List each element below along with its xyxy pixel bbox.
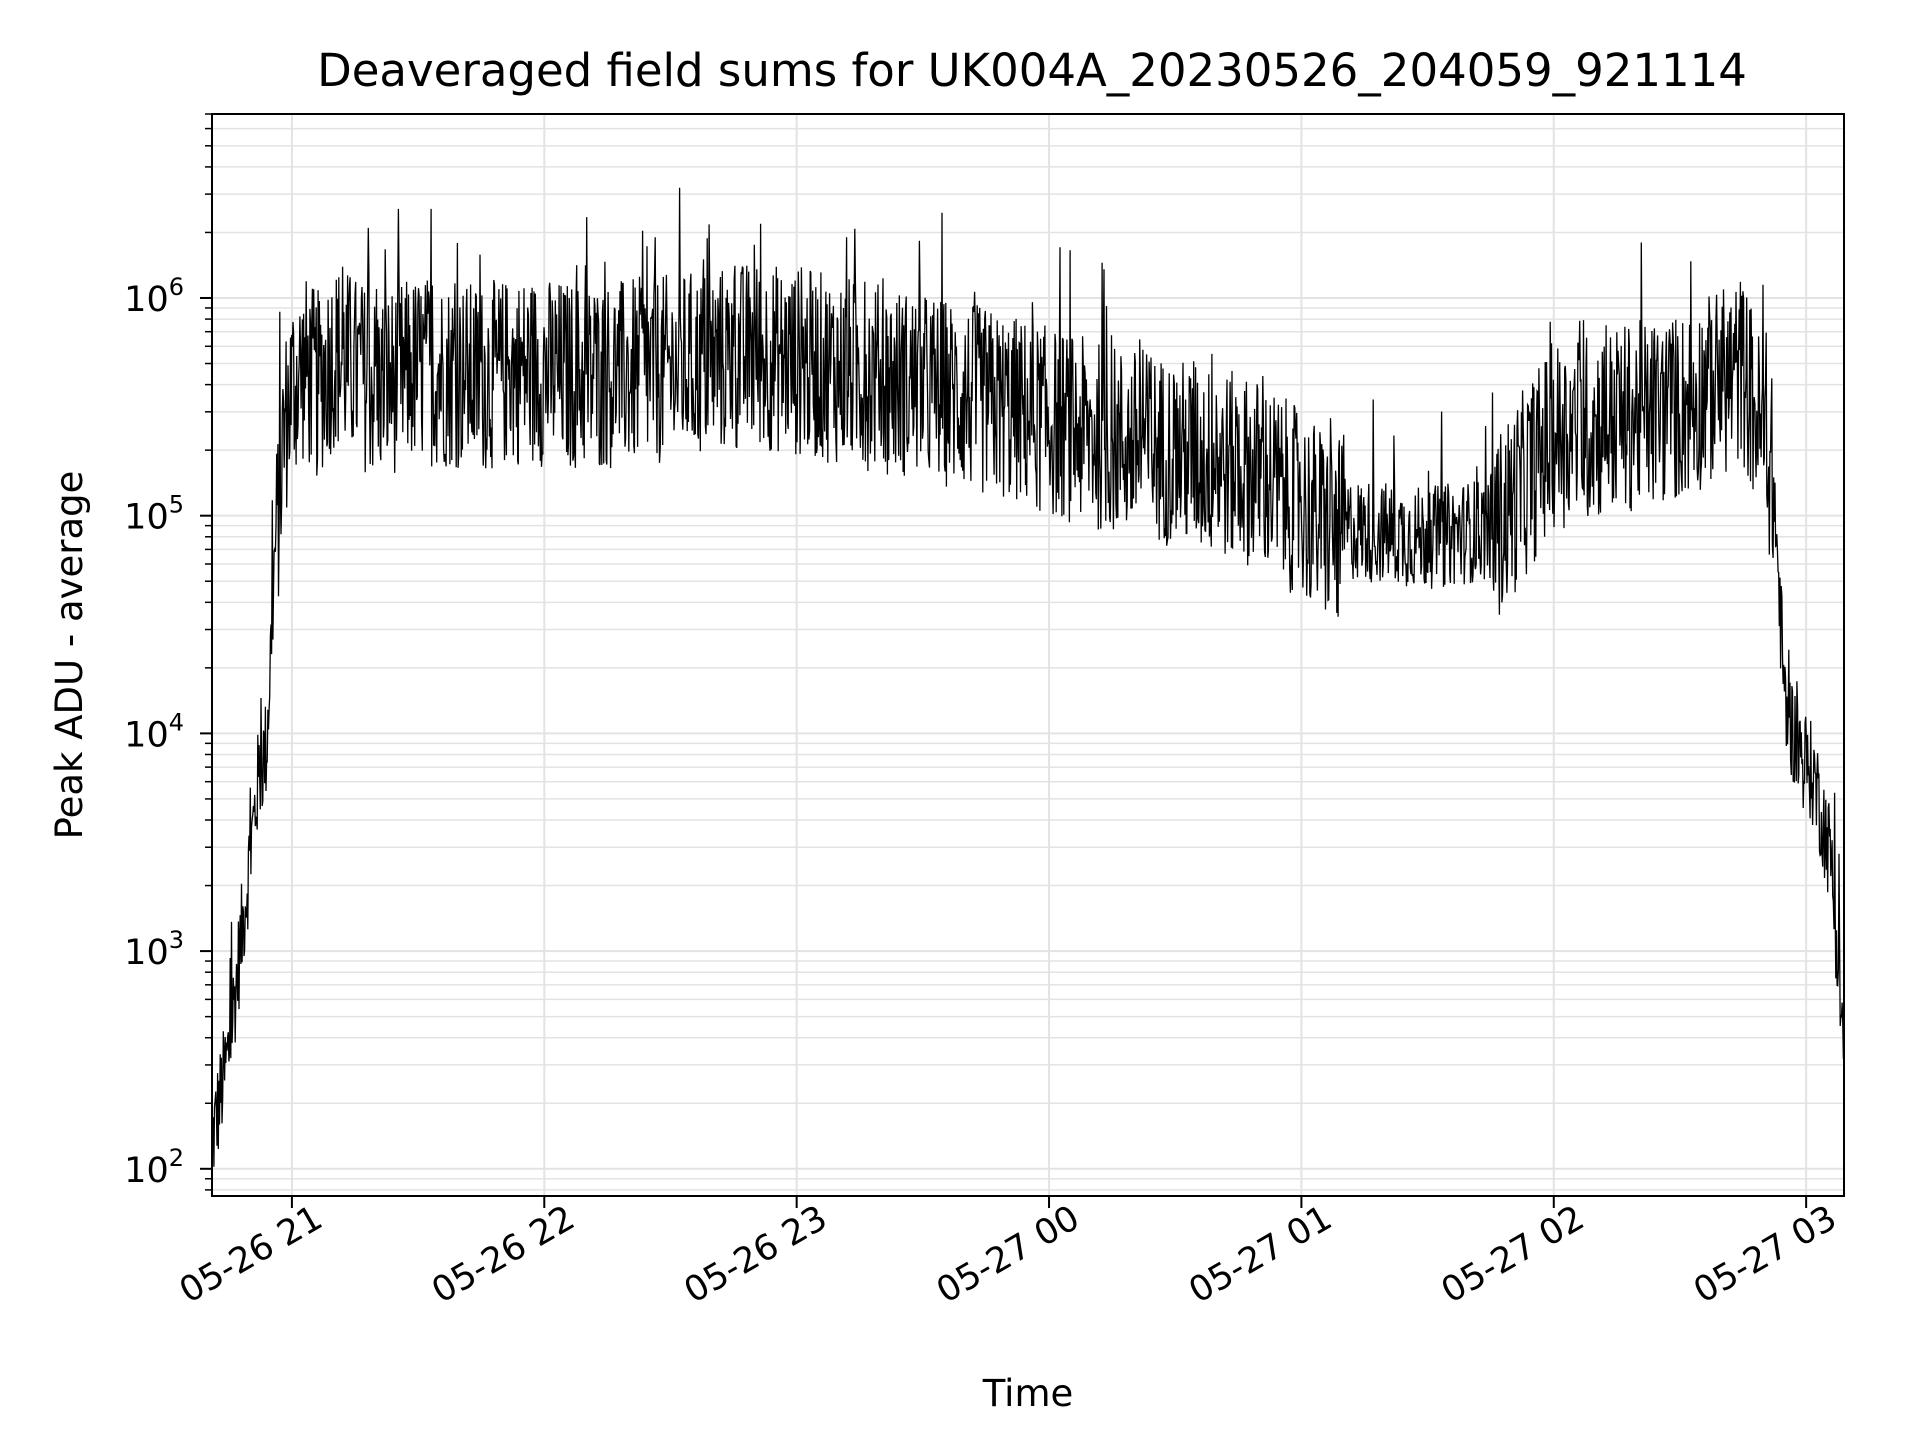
y-tick-label: 103 [124,926,184,973]
series-line [211,187,1845,1167]
x-axis-label: Time [982,1372,1074,1415]
x-tick-label: 05-26 22 [425,1198,581,1311]
y-tick-label: 102 [124,1144,184,1191]
x-tick-label: 05-27 00 [930,1198,1086,1311]
x-tick-label: 05-27 03 [1687,1198,1843,1311]
x-tick-label: 05-27 02 [1435,1198,1591,1311]
x-tick-label: 05-26 21 [173,1198,329,1311]
y-tick-label: 104 [124,708,184,755]
y-tick-label: 105 [124,491,184,538]
y-tick-label: 106 [124,273,184,320]
series-trace [211,187,1845,1167]
chart-title: Deaveraged field sums for UK004A_2023052… [317,44,1747,97]
y-axis: 102 103 104 105 106 [124,113,212,1191]
plot-frame [211,113,1845,1197]
y-axis-label: Peak ADU - average [48,471,91,840]
x-tick-label: 05-26 23 [678,1198,834,1311]
x-axis: 05-26 21 05-26 22 05-26 23 05-27 00 05-27 01… [173,1196,1844,1311]
grid-lines [212,113,1844,1196]
x-tick-label: 05-27 01 [1183,1198,1339,1311]
